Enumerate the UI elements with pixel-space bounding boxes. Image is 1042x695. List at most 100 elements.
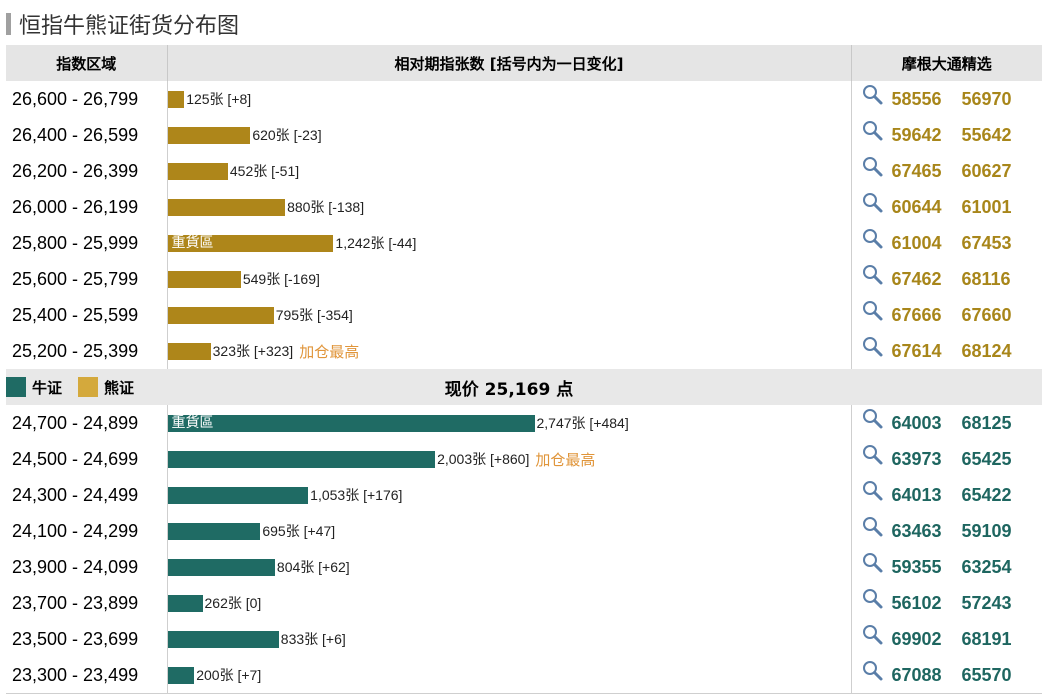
search-icon[interactable] <box>862 300 884 322</box>
search-icon[interactable] <box>862 516 884 538</box>
warrant-code-link[interactable]: 59642 <box>891 124 942 145</box>
bar-cell: 重貨區 1,242张 [-44] <box>166 225 852 261</box>
picks-inner: 59642 55642 <box>852 117 1042 153</box>
warrant-code-link[interactable]: 68116 <box>961 268 1011 289</box>
search-icon[interactable] <box>862 660 884 682</box>
warrant-code-link[interactable]: 55642 <box>961 124 1012 145</box>
legend: 牛证 熊证 <box>6 377 167 398</box>
warrant-code-link[interactable]: 67614 <box>891 340 942 361</box>
warrant-code-link[interactable]: 67462 <box>891 268 942 289</box>
search-icon[interactable] <box>862 336 884 358</box>
warrant-code-link[interactable]: 68125 <box>961 412 1012 433</box>
warrant-code-link[interactable]: 59109 <box>961 520 1012 541</box>
bear-swatch <box>78 377 99 397</box>
legend-bull: 牛证 <box>6 377 62 398</box>
warrant-code-link[interactable]: 67660 <box>961 304 1012 325</box>
bar-wrap: 重貨區 1,242张 [-44] <box>167 225 851 261</box>
warrant-code-link[interactable]: 68191 <box>961 628 1012 649</box>
bar-cell: 452张 [-51] <box>166 153 852 189</box>
warrant-code-link[interactable]: 65425 <box>961 448 1012 469</box>
warrant-code-link[interactable]: 60644 <box>891 196 942 217</box>
range-cell: 25,600 - 25,799 <box>12 268 139 289</box>
range-cell: 23,500 - 23,699 <box>12 628 139 649</box>
bull-bar <box>167 630 279 648</box>
warrant-code-link[interactable]: 61004 <box>891 232 942 253</box>
picks-inner: 58556 56970 <box>852 81 1042 117</box>
bear-rows: 26,600 - 26,799 125张 [+8] 58556 56970 26,400… <box>6 81 1042 369</box>
bear-bar <box>167 198 286 216</box>
bar-cell: 695张 [+47] <box>166 513 852 549</box>
picks-inner: 67462 68116 <box>852 261 1042 297</box>
picks-inner: 63973 65425 <box>852 441 1042 477</box>
search-icon[interactable] <box>862 444 884 466</box>
search-icon[interactable] <box>862 192 884 214</box>
bar-wrap: 1,053张 [+176] <box>167 477 851 513</box>
warrant-code-link[interactable]: 59355 <box>891 556 942 577</box>
bar-wrap: 452张 [-51] <box>167 153 851 189</box>
bear-bar <box>167 162 228 180</box>
picks-inner: 67088 65570 <box>852 657 1042 693</box>
bar-cell: 1,053张 [+176] <box>166 477 852 513</box>
bar-wrap: 200张 [+7] <box>167 657 851 693</box>
warrant-code-link[interactable]: 67465 <box>891 160 942 181</box>
search-icon[interactable] <box>862 84 884 106</box>
search-icon[interactable] <box>862 264 884 286</box>
search-icon[interactable] <box>862 408 884 430</box>
search-icon[interactable] <box>862 480 884 502</box>
data-label: 2,003张 [+860] <box>437 451 530 467</box>
bull-bar <box>167 450 436 468</box>
bull-bar <box>167 522 261 540</box>
warrant-code-link[interactable]: 65570 <box>961 664 1012 685</box>
heavy-zone-tag: 重貨區 <box>171 414 214 431</box>
warrant-code-link[interactable]: 65422 <box>961 484 1012 505</box>
search-icon[interactable] <box>862 588 884 610</box>
search-icon[interactable] <box>862 120 884 142</box>
search-icon[interactable] <box>862 624 884 646</box>
warrant-code-link[interactable]: 63463 <box>891 520 942 541</box>
warrant-code-link[interactable]: 56102 <box>891 592 942 613</box>
warrant-code-link[interactable]: 63973 <box>891 448 942 469</box>
warrant-code-link[interactable]: 64003 <box>891 412 942 433</box>
search-icon[interactable] <box>862 552 884 574</box>
warrant-code-link[interactable]: 57243 <box>961 592 1012 613</box>
data-label: 1,053张 [+176] <box>310 487 403 503</box>
picks-cell: 67088 65570 <box>851 657 1042 694</box>
picks-inner: 69902 68191 <box>852 621 1042 657</box>
warrant-code-link[interactable]: 64013 <box>891 484 942 505</box>
picks-cell: 59642 55642 <box>851 117 1042 153</box>
page-title: 恒指牛熊证街货分布图 <box>19 14 240 39</box>
bull-row: 23,500 - 23,699 833张 [+6] 69902 68191 <box>6 621 1042 657</box>
search-icon[interactable] <box>862 228 884 250</box>
picks-cell: 63973 65425 <box>851 441 1042 477</box>
warrant-code-link[interactable]: 69902 <box>891 628 942 649</box>
warrant-code-link[interactable]: 67453 <box>961 232 1012 253</box>
bar-cell: 2,003张 [+860] 加仓最高 <box>166 441 852 477</box>
warrant-code-link[interactable]: 61001 <box>961 196 1012 217</box>
picks-cell: 59355 63254 <box>851 549 1042 585</box>
bear-legend-label: 熊证 <box>104 378 135 397</box>
bull-swatch <box>6 377 26 397</box>
warrant-code-link[interactable]: 68124 <box>961 340 1012 361</box>
data-label: 880张 [-138] <box>287 199 365 215</box>
picks-inner: 60644 61001 <box>852 189 1042 225</box>
bull-rows: 24,700 - 24,899 重貨區 2,747张 [+484] 64003 6812… <box>6 405 1042 694</box>
header-volume: 相对期指张数 [括号内为一日变化] <box>166 45 852 81</box>
bear-bar: 重貨區 <box>167 234 334 252</box>
current-price: 现价 25,169 点 <box>167 369 851 405</box>
warrant-code-link[interactable]: 67088 <box>891 664 942 685</box>
data-label: 804张 [+62] <box>276 559 350 575</box>
warrant-code-link[interactable]: 58556 <box>891 88 942 109</box>
search-icon[interactable] <box>862 156 884 178</box>
picks-cell: 67614 68124 <box>851 333 1042 369</box>
warrant-code-link[interactable]: 60627 <box>961 160 1012 181</box>
warrant-code-link[interactable]: 63254 <box>961 556 1012 577</box>
picks-cell: 69902 68191 <box>851 621 1042 657</box>
picks-cell: 63463 59109 <box>851 513 1042 549</box>
bull-bar <box>167 558 275 576</box>
picks-cell: 61004 67453 <box>851 225 1042 261</box>
warrant-code-link[interactable]: 67666 <box>891 304 942 325</box>
warrant-code-link[interactable]: 56970 <box>961 88 1012 109</box>
picks-cell: 64003 68125 <box>851 405 1042 441</box>
bear-bar <box>167 342 211 360</box>
range-cell: 26,200 - 26,399 <box>12 160 139 181</box>
